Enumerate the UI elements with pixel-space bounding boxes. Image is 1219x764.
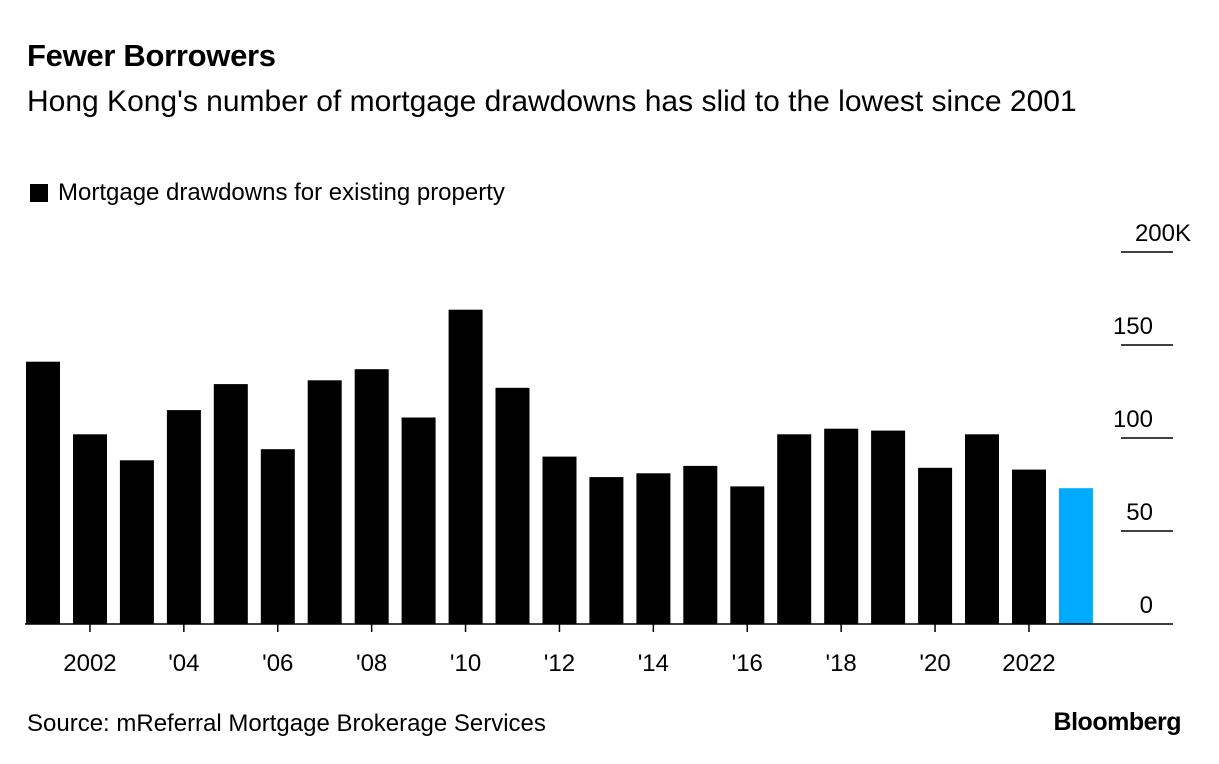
- y-tick-label-150: 150: [1113, 313, 1153, 340]
- bar-2002: [73, 434, 107, 624]
- x-tick-label-2014: '14: [638, 650, 669, 677]
- y-tick-label-0: 0: [1140, 592, 1153, 619]
- y-tick-label-200: 200K: [1135, 220, 1191, 247]
- x-tick-label-2010: '10: [450, 650, 481, 677]
- bar-2023: [1058, 488, 1093, 624]
- bar-2022: [1012, 469, 1046, 624]
- bar-2003: [119, 460, 154, 624]
- x-tick-label-2008: '08: [356, 650, 387, 677]
- chart-subtitle: Hong Kong's number of mortgage drawdowns…: [27, 85, 1077, 118]
- x-tick-label-2022: 2022: [1002, 650, 1055, 677]
- x-tick-label-2004: '04: [168, 650, 199, 677]
- legend: Mortgage drawdowns for existing property: [30, 179, 505, 207]
- bar-chart: 0 50 100 150 200K 2002 '04 '06 '08 '10 '12 '14 '16 '1…: [25, 220, 1191, 677]
- x-tick-label-2006: '06: [262, 650, 293, 677]
- bar-2018: [824, 428, 859, 624]
- x-tick-label-2018: '18: [826, 650, 857, 677]
- bar-2010: [448, 309, 483, 624]
- bar-2006: [260, 449, 295, 624]
- bar-2017: [777, 434, 812, 624]
- bar-2008: [354, 369, 389, 624]
- bar-2016: [730, 486, 765, 624]
- source-note: Source: mReferral Mortgage Brokerage Ser…: [27, 710, 546, 737]
- bar-2012: [542, 456, 577, 624]
- legend-swatch: [30, 184, 48, 202]
- x-tick-label-2002: 2002: [63, 650, 116, 677]
- bar-2011: [495, 387, 530, 624]
- bar-2004: [166, 410, 201, 624]
- bar-2021: [965, 434, 999, 624]
- bar-2009: [401, 417, 436, 624]
- bar-2014: [636, 473, 671, 624]
- x-tick-label-2020: '20: [919, 650, 950, 677]
- chart-title: Fewer Borrowers: [27, 38, 276, 73]
- y-tick-label-50: 50: [1126, 499, 1153, 526]
- bar-2020: [918, 467, 953, 624]
- bloomberg-logo: Bloomberg: [1053, 708, 1182, 736]
- x-tick-label-2012: '12: [544, 650, 575, 677]
- bar-2015: [683, 465, 718, 624]
- bar-2001: [26, 361, 60, 624]
- y-tick-label-100: 100: [1113, 406, 1153, 433]
- bar-2007: [307, 380, 342, 624]
- bar-2005: [213, 384, 248, 624]
- legend-label: Mortgage drawdowns for existing property: [58, 179, 505, 206]
- bar-2019: [871, 430, 906, 624]
- x-tick-label-2016: '16: [732, 650, 763, 677]
- bar-2013: [589, 477, 624, 624]
